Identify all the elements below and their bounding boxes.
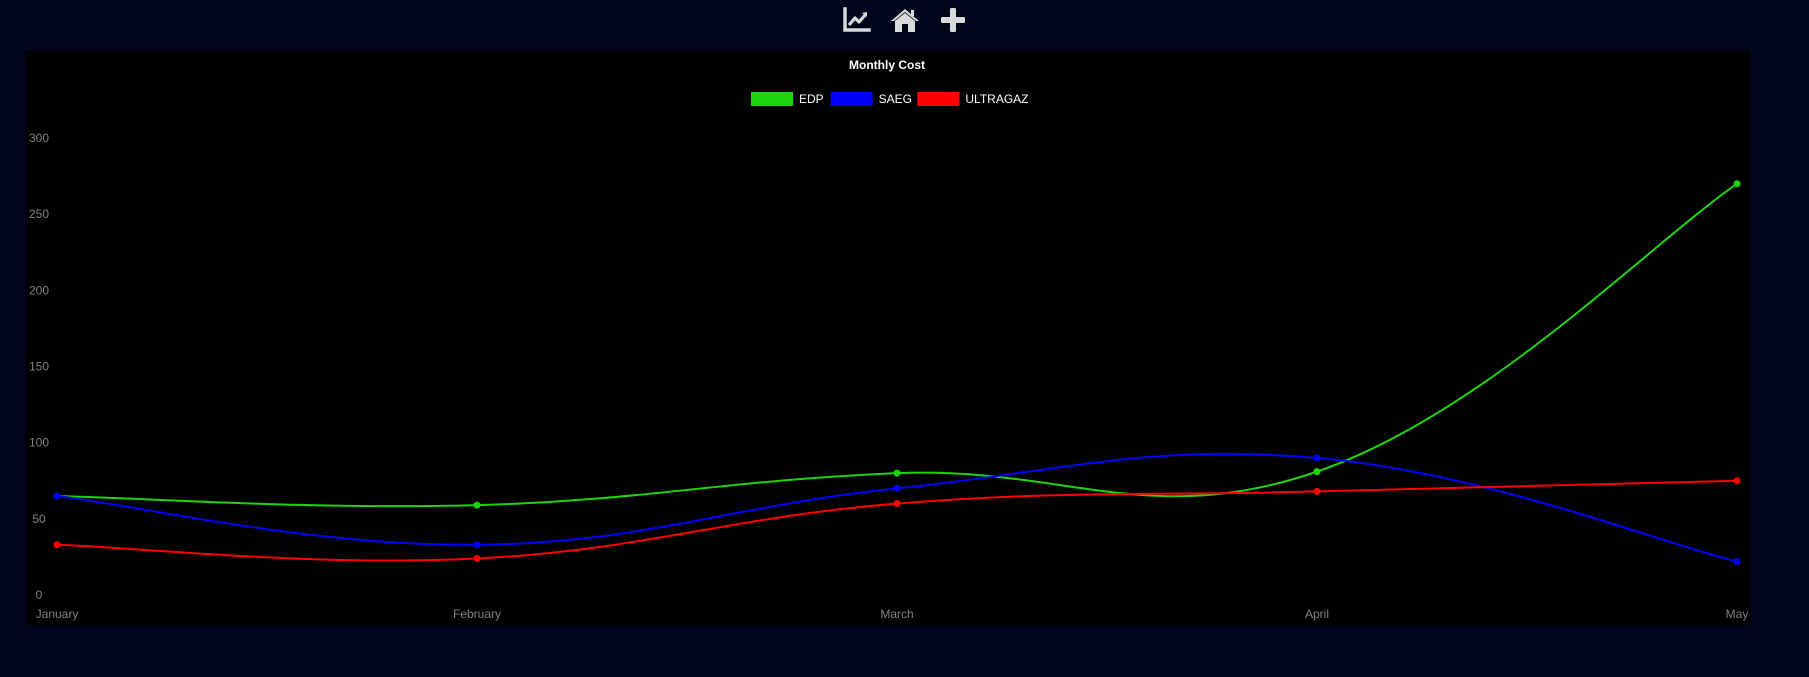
legend-swatch	[830, 92, 873, 106]
y-tick-label: 300	[29, 131, 49, 145]
data-point[interactable]	[1733, 477, 1741, 485]
y-tick-label: 100	[29, 436, 49, 450]
home-button[interactable]	[890, 5, 920, 35]
series-ultragaz	[53, 477, 1741, 562]
legend-item[interactable]: EDP	[751, 92, 824, 106]
x-tick-label: January	[36, 607, 79, 621]
series-line	[56, 182, 1738, 508]
line-chart-icon	[842, 7, 871, 32]
series-saeg	[53, 452, 1741, 565]
chart-panel: Monthly Cost EDP SAEG ULTRAGAZ 0 50 100 150 20…	[25, 50, 1750, 625]
monthly-cost-chart: Monthly Cost EDP SAEG ULTRAGAZ 0 50 100 150 20…	[29, 58, 1749, 621]
y-axis: 0 50 100 150 200 250 300	[29, 131, 49, 602]
x-tick-label: April	[1305, 607, 1329, 621]
data-point[interactable]	[893, 500, 901, 508]
legend-swatch	[751, 92, 793, 106]
data-point[interactable]	[53, 492, 61, 500]
series-line	[56, 479, 1738, 562]
data-point[interactable]	[1733, 180, 1741, 188]
x-tick-label: February	[453, 607, 501, 621]
y-tick-label: 250	[29, 207, 49, 221]
x-tick-label: May	[1726, 607, 1749, 621]
chart-title: Monthly Cost	[849, 58, 925, 72]
legend-item[interactable]: ULTRAGAZ	[917, 92, 1029, 106]
data-point[interactable]	[1733, 557, 1741, 565]
y-tick-label: 0	[36, 588, 43, 602]
data-point[interactable]	[1313, 454, 1321, 462]
y-tick-label: 150	[29, 360, 49, 374]
toolbar	[0, 0, 1809, 40]
legend-label: SAEG	[879, 92, 912, 106]
data-point[interactable]	[53, 541, 61, 549]
series-layer	[53, 180, 1741, 565]
data-point[interactable]	[1313, 487, 1321, 495]
data-point[interactable]	[893, 469, 901, 477]
legend-swatch	[917, 92, 960, 106]
legend-item[interactable]: SAEG	[830, 92, 912, 106]
charts-button[interactable]	[842, 5, 872, 35]
series-edp	[53, 180, 1741, 509]
data-point[interactable]	[473, 501, 481, 509]
y-tick-label: 200	[29, 283, 49, 297]
data-point[interactable]	[473, 554, 481, 562]
x-tick-label: March	[880, 607, 913, 621]
plus-icon	[940, 8, 965, 32]
home-icon	[890, 9, 919, 32]
data-point[interactable]	[473, 541, 481, 549]
legend-label: ULTRAGAZ	[965, 92, 1028, 106]
legend: EDP SAEG ULTRAGAZ	[751, 92, 1029, 106]
x-axis: January February March April May	[36, 607, 1749, 621]
add-button[interactable]	[938, 5, 968, 35]
data-point[interactable]	[893, 484, 901, 492]
y-tick-label: 50	[32, 512, 46, 526]
data-point[interactable]	[1313, 468, 1321, 476]
legend-label: EDP	[799, 92, 824, 106]
